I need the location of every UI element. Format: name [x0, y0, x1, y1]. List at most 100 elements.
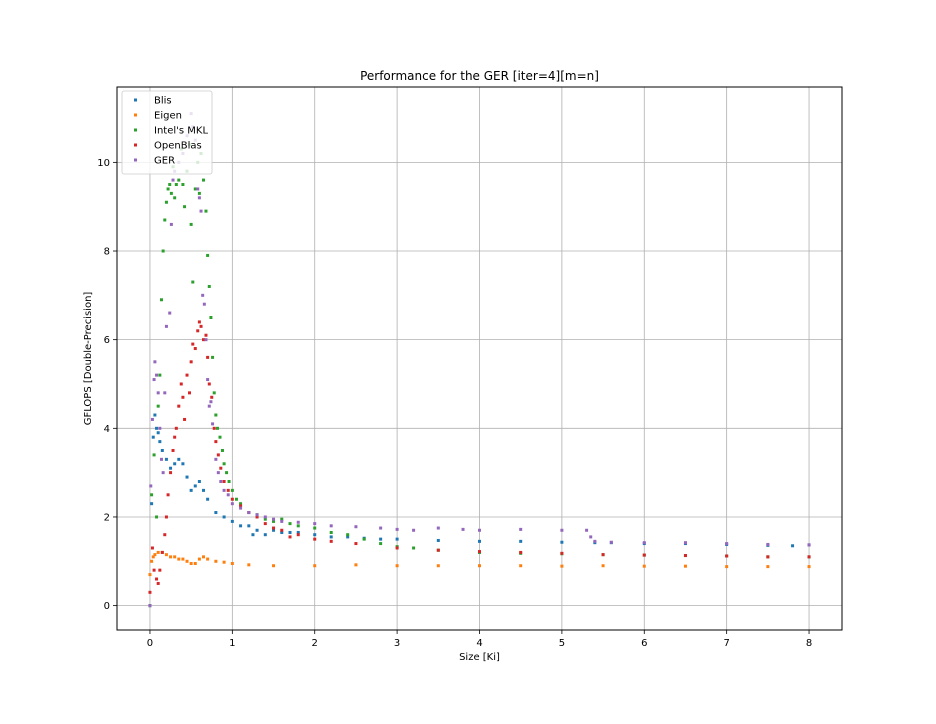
data-point — [642, 541, 646, 545]
data-point — [193, 347, 197, 351]
data-point — [191, 342, 195, 346]
data-point — [148, 590, 152, 594]
legend-marker — [134, 113, 137, 117]
data-point — [158, 568, 162, 572]
data-point — [239, 502, 243, 506]
data-point — [209, 400, 213, 404]
data-point — [683, 564, 687, 568]
data-point — [329, 535, 333, 539]
chart-title: Performance for the GER [iter=4][m=n] — [360, 69, 599, 83]
data-point — [166, 187, 170, 191]
y-tick-label: 8 — [104, 247, 110, 258]
data-point — [197, 480, 201, 484]
data-point — [214, 559, 218, 563]
data-point — [478, 550, 481, 554]
data-point — [313, 533, 317, 537]
data-point — [156, 404, 160, 408]
data-point — [202, 488, 206, 492]
data-point — [173, 435, 177, 439]
data-point — [313, 526, 317, 530]
data-point — [151, 555, 155, 559]
data-point — [171, 178, 175, 182]
data-point — [226, 493, 230, 497]
data-point — [181, 395, 185, 399]
data-point — [206, 497, 210, 501]
data-point — [560, 551, 564, 555]
data-point — [263, 533, 267, 537]
x-tick-label: 7 — [723, 638, 729, 649]
data-point — [174, 426, 178, 430]
data-point — [202, 555, 206, 559]
data-point — [152, 453, 156, 457]
data-point — [181, 557, 185, 561]
data-point — [193, 187, 197, 191]
data-point — [478, 528, 481, 532]
data-point — [519, 527, 523, 531]
data-point — [791, 544, 795, 548]
data-point — [601, 564, 605, 568]
data-point — [329, 539, 333, 543]
data-point — [207, 382, 211, 386]
data-point — [263, 515, 267, 519]
data-point — [169, 466, 173, 470]
data-point — [150, 546, 154, 550]
data-point — [272, 526, 276, 530]
data-point — [196, 329, 200, 333]
data-point — [313, 522, 317, 526]
data-point — [807, 543, 811, 547]
data-point — [207, 404, 211, 408]
data-point — [164, 200, 168, 204]
data-point — [642, 564, 646, 568]
data-point — [177, 178, 181, 182]
data-point — [204, 333, 208, 337]
data-point — [171, 448, 175, 452]
data-point — [152, 378, 156, 382]
data-point — [725, 554, 729, 558]
series-layer — [148, 112, 811, 608]
data-point — [156, 391, 160, 395]
data-point — [185, 559, 189, 563]
data-point — [158, 440, 162, 444]
data-point — [189, 222, 193, 226]
data-point — [436, 526, 440, 530]
data-point — [222, 560, 226, 564]
x-tick-label: 2 — [312, 638, 318, 649]
data-point — [150, 502, 154, 506]
data-point — [329, 524, 333, 528]
data-point — [185, 475, 189, 479]
y-tick-label: 10 — [97, 158, 110, 169]
data-point — [222, 488, 226, 492]
data-point — [212, 426, 216, 430]
data-point — [216, 471, 220, 475]
data-point — [214, 413, 218, 417]
data-point — [188, 391, 191, 395]
data-point — [150, 493, 154, 497]
data-point — [296, 530, 300, 534]
legend-label: Intel's MKL — [154, 126, 208, 137]
data-point — [173, 196, 177, 200]
data-point — [313, 564, 317, 568]
data-point — [193, 562, 197, 566]
y-tick-label: 4 — [104, 424, 110, 435]
data-point — [230, 519, 234, 523]
data-point — [164, 553, 168, 557]
data-point — [150, 417, 154, 421]
data-point — [148, 604, 152, 608]
data-point — [766, 565, 770, 569]
data-point — [313, 537, 317, 541]
grid-lines — [117, 87, 842, 630]
data-point — [183, 205, 187, 209]
x-tick-label: 8 — [806, 638, 812, 649]
data-point — [296, 520, 300, 524]
data-point — [585, 528, 589, 532]
data-point — [395, 564, 399, 568]
data-point — [166, 493, 170, 497]
data-point — [199, 209, 203, 213]
data-point — [601, 553, 605, 557]
y-axis-label: GFLOPS [Double-Precision] — [83, 292, 94, 426]
data-point — [354, 542, 358, 546]
data-point — [151, 435, 155, 439]
data-point — [214, 457, 218, 461]
data-point — [272, 517, 276, 521]
